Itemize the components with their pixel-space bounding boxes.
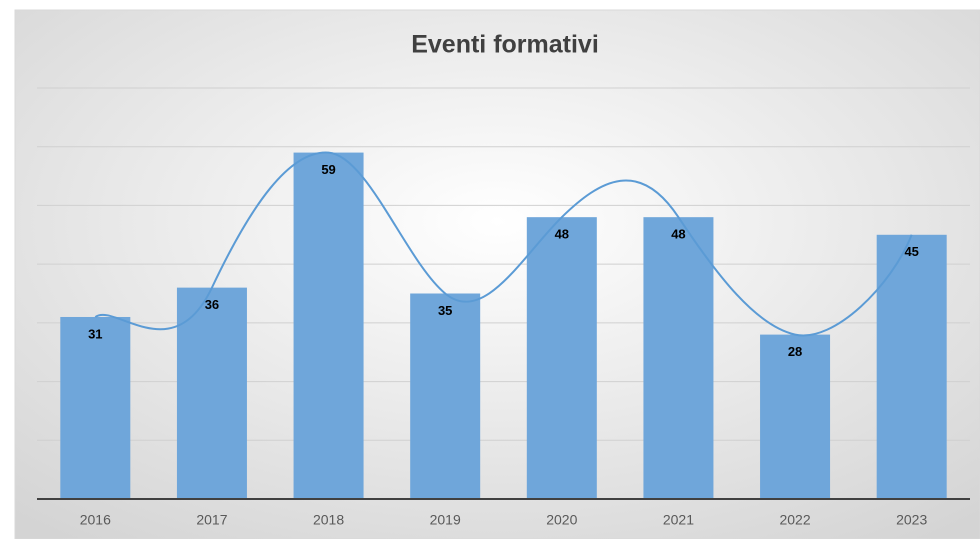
data-label: 59 (321, 162, 335, 177)
chart-background (14, 9, 980, 540)
data-label: 48 (555, 227, 569, 242)
data-label: 28 (788, 344, 802, 359)
x-tick-label: 2021 (663, 512, 694, 528)
x-tick-label: 2023 (896, 512, 927, 528)
x-tick-label: 2017 (196, 512, 227, 528)
bar (526, 217, 597, 499)
x-tick-label: 2019 (430, 512, 461, 528)
bar (410, 293, 481, 499)
data-label: 45 (904, 244, 918, 259)
bar (176, 287, 247, 499)
x-tick-label: 2022 (779, 512, 810, 528)
bar (293, 152, 364, 500)
chart-title: Eventi formativi (411, 31, 599, 59)
data-label: 36 (205, 297, 219, 312)
x-tick-label: 2016 (80, 512, 111, 528)
bar (760, 334, 831, 499)
data-label: 31 (88, 326, 102, 341)
bar (876, 234, 947, 500)
x-tick-label: 2018 (313, 512, 344, 528)
bar (643, 217, 714, 499)
data-label: 48 (671, 227, 685, 242)
bar (60, 316, 131, 499)
data-label: 35 (438, 303, 452, 318)
trend-line (94, 151, 913, 337)
x-tick-label: 2020 (546, 512, 577, 528)
